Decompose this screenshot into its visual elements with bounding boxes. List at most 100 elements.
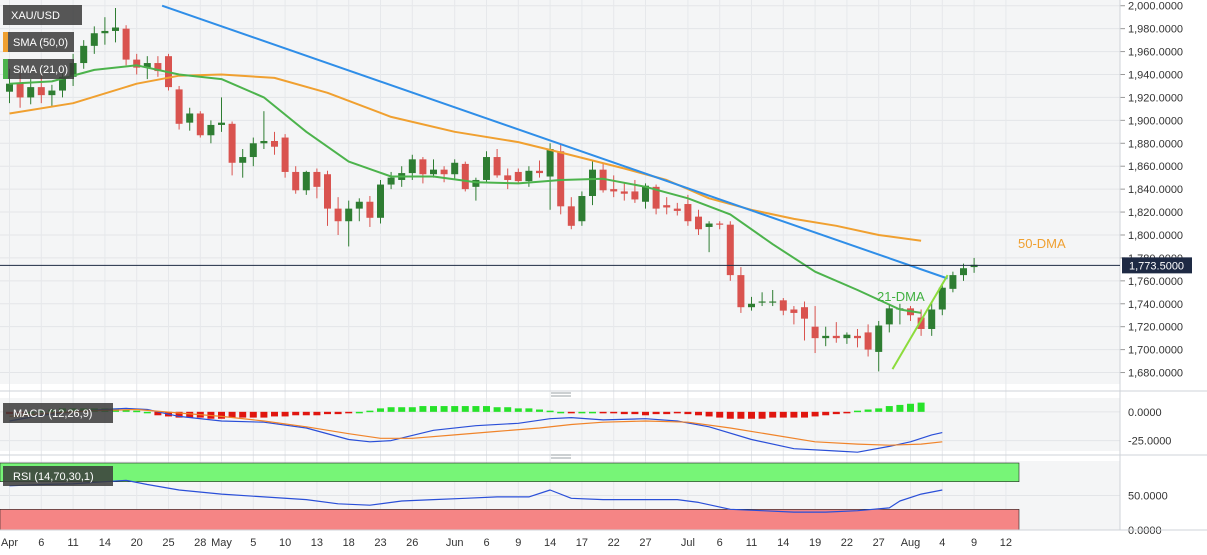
macd-histogram-bar: [366, 410, 374, 413]
candle-body: [684, 204, 692, 222]
legend-symbol-label: XAU/USD: [11, 10, 60, 22]
legend-sma21[interactable]: SMA (21,0): [3, 59, 74, 79]
resize-handle-macd[interactable]: [551, 392, 571, 397]
price-tick-label: 1,820.0000: [1128, 207, 1183, 219]
macd-histogram-bar: [154, 411, 162, 416]
macd-panel: [0, 398, 1120, 451]
price-tick-label: 2,000.0000: [1128, 1, 1183, 13]
time-tick-label: Jul: [681, 537, 695, 549]
price-tick-label: 1,860.0000: [1128, 161, 1183, 173]
candle-body: [970, 264, 978, 268]
legend-symbol[interactable]: XAU/USD: [3, 5, 82, 25]
time-tick-label: 22: [608, 537, 620, 549]
macd-histogram-bar: [546, 410, 554, 413]
macd-histogram-bar: [663, 411, 671, 415]
candle-body: [27, 87, 35, 98]
candle-body: [620, 191, 628, 194]
macd-histogram-bar: [324, 411, 331, 415]
sma21-line: [9, 64, 922, 314]
candle-body: [196, 113, 204, 136]
price-tick-label: 1,720.0000: [1128, 322, 1183, 334]
macd-histogram-bar: [885, 406, 893, 412]
macd-histogram-bar: [398, 407, 406, 412]
candle-body: [536, 170, 543, 174]
macd-histogram-bar: [917, 402, 925, 412]
rsi-tick-label: 50.0000: [1128, 491, 1168, 503]
current-price-marker: 1,773.5000: [0, 257, 1192, 274]
candle-body: [801, 307, 808, 319]
time-tick-label: 9: [515, 537, 521, 549]
candle-body: [175, 89, 183, 124]
candle-body: [101, 30, 109, 34]
time-tick-label: 10: [279, 537, 291, 549]
legend-rsi[interactable]: RSI (14,70,30,1): [3, 466, 113, 486]
macd-histogram-bar: [578, 411, 586, 414]
macd-histogram-bar: [133, 410, 141, 413]
candle-body: [960, 268, 967, 276]
macd-histogram-bar: [334, 411, 342, 415]
macd-histogram-bar: [716, 411, 724, 418]
macd-histogram-bar: [461, 406, 469, 412]
macd-line: [9, 407, 943, 453]
price-tick-label: 1,700.0000: [1128, 345, 1183, 357]
candle-body: [811, 326, 819, 339]
macd-histogram-bar: [695, 411, 702, 416]
macd-histogram-bar: [684, 411, 692, 415]
candle-body: [631, 191, 639, 200]
candle-body: [228, 123, 236, 163]
candle-body: [525, 170, 533, 182]
candle-body: [737, 275, 745, 308]
time-tick-label: Jun: [446, 537, 464, 549]
macd-histogram-bar: [620, 411, 628, 415]
macd-histogram-bar: [514, 408, 522, 412]
price-tick-label: 1,900.0000: [1128, 115, 1183, 127]
time-tick-label: 11: [67, 537, 78, 549]
macd-histogram-bar: [769, 411, 777, 418]
candle-body: [6, 83, 13, 92]
price-tick-label: 1,960.0000: [1128, 47, 1183, 59]
macd-histogram-bar: [387, 407, 395, 412]
candle-body: [716, 223, 724, 225]
candle-body: [281, 137, 289, 172]
candle-body: [769, 301, 777, 303]
price-tick-label: 1,800.0000: [1128, 230, 1183, 242]
legend-macd[interactable]: MACD (12,26,9): [3, 403, 113, 423]
candle-body: [355, 201, 363, 209]
candle-body: [292, 171, 300, 191]
candle-body: [430, 169, 437, 175]
macd-histogram-bar: [451, 406, 459, 412]
candle-body: [642, 185, 649, 202]
resize-handle-rsi[interactable]: [551, 454, 571, 459]
annotation-21dma: 21-DMA: [877, 289, 925, 304]
candle-body: [440, 169, 448, 175]
annotation-50dma: 50-DMA: [1018, 236, 1066, 251]
macd-histogram-bar: [557, 411, 565, 414]
candle-body: [705, 223, 713, 227]
candle-body: [578, 196, 586, 222]
candle-body: [186, 113, 194, 123]
candle-body: [673, 208, 681, 211]
candle-body: [377, 184, 384, 218]
macd-histogram-bar: [122, 409, 130, 412]
candle-body: [758, 301, 766, 303]
candle-body: [59, 76, 66, 91]
candle-body: [207, 124, 215, 136]
price-tick-label: 1,980.0000: [1128, 24, 1183, 36]
macd-histogram-bar: [790, 411, 798, 418]
time-tick-label: 4: [939, 537, 945, 549]
macd-histogram-bar: [504, 407, 512, 412]
macd-histogram-bar: [440, 406, 448, 412]
legend-sma21-label: SMA (21,0): [13, 64, 68, 76]
legend-sma50[interactable]: SMA (50,0): [3, 32, 74, 52]
macd-histogram-bar: [631, 411, 639, 415]
macd-histogram-bar: [589, 411, 596, 414]
macd-histogram-bar: [599, 411, 607, 414]
time-tick-label: 13: [311, 537, 323, 549]
candle-body: [16, 83, 24, 98]
candle-body: [249, 143, 257, 158]
candle-body: [260, 140, 268, 144]
price-tick-label: 1,760.0000: [1128, 276, 1183, 288]
candle-body: [472, 179, 480, 187]
candle-body: [461, 163, 469, 190]
candle-body: [885, 308, 893, 325]
